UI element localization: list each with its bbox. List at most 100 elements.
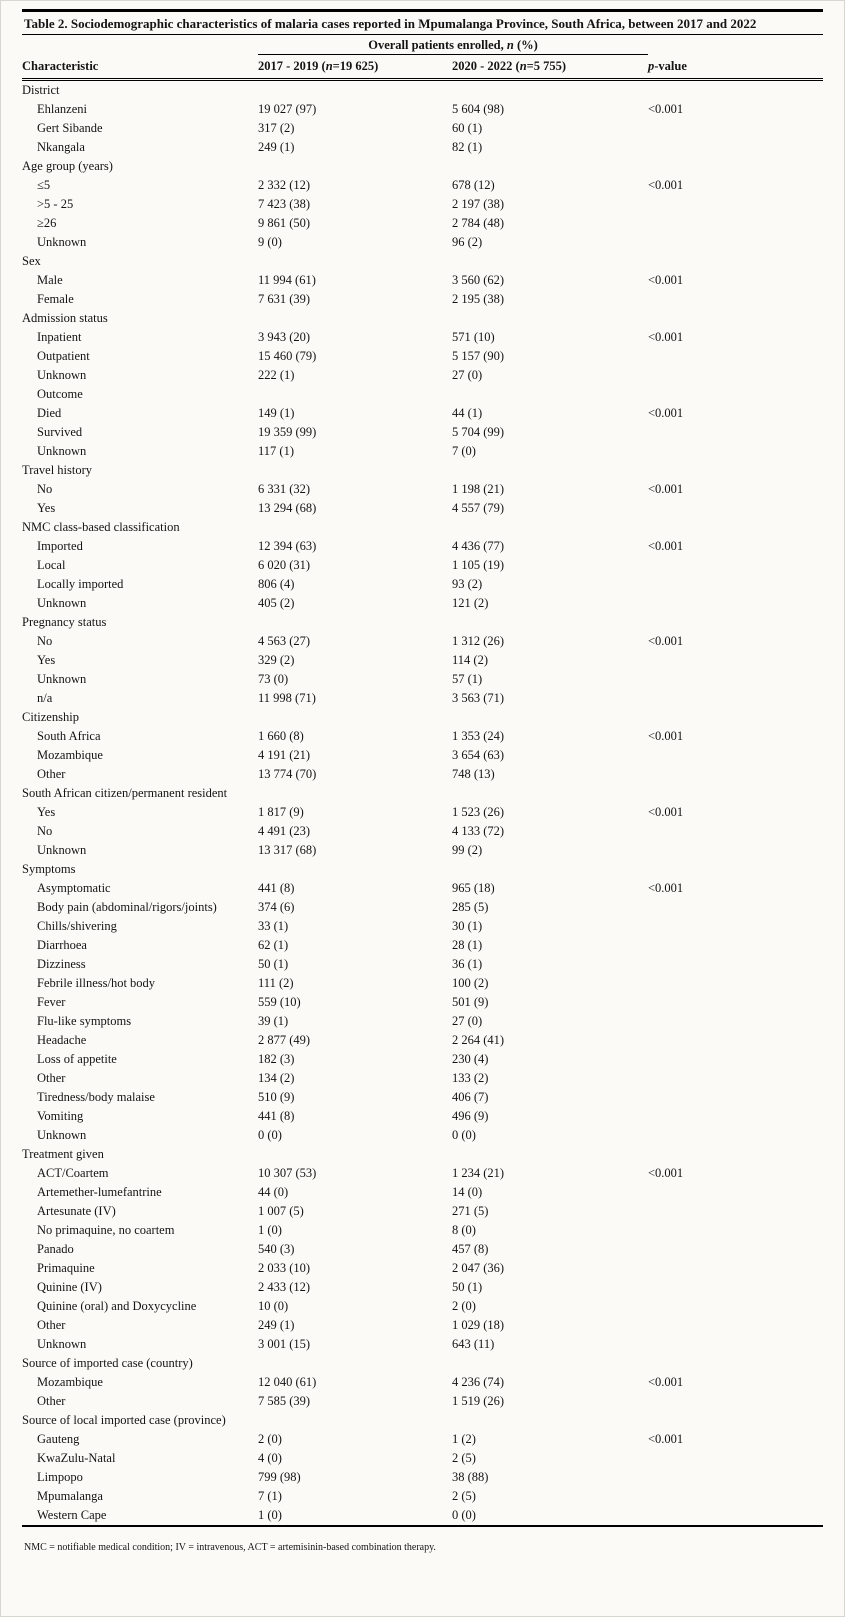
table-row: Other 13 774 (70) 748 (13) [22, 765, 823, 784]
table-footnote: NMC = notifiable medical condition; IV =… [24, 1542, 436, 1553]
value-2020-2022: 50 (1) [452, 1280, 483, 1294]
row-label: Survived [37, 425, 83, 439]
col2-n: n [519, 59, 527, 73]
span-header-n: n [506, 38, 514, 52]
table-row: Imported 12 394 (63) 4 436 (77) <0.001 [22, 537, 823, 556]
row-label: Unknown [37, 843, 87, 857]
table-row: Febrile illness/hot body 111 (2) 100 (2) [22, 974, 823, 993]
value-2017-2019: 50 (1) [258, 957, 289, 971]
value-2017-2019: 9 861 (50) [258, 216, 311, 230]
value-2017-2019: 3 001 (15) [258, 1337, 311, 1351]
value-2017-2019: 39 (1) [258, 1014, 289, 1028]
value-2017-2019: 12 040 (61) [258, 1375, 317, 1389]
value-2017-2019: 4 (0) [258, 1451, 282, 1465]
table-row: Dizziness 50 (1) 36 (1) [22, 955, 823, 974]
table-row: Yes 13 294 (68) 4 557 (79) [22, 499, 823, 518]
row-label: Died [37, 406, 62, 420]
row-label: Loss of appetite [37, 1052, 117, 1066]
p-value [648, 974, 823, 993]
row-label: Outpatient [37, 349, 90, 363]
row-label: Male [37, 273, 63, 287]
row-label: Ehlanzeni [37, 102, 87, 116]
row-label: Gauteng [37, 1432, 80, 1446]
column-header-2017-2019: 2017 - 2019 (n=19 625) [258, 54, 452, 81]
row-label: Artesunate (IV) [37, 1204, 116, 1218]
value-2020-2022: 4 236 (74) [452, 1375, 505, 1389]
value-2020-2022: 678 (12) [452, 178, 495, 192]
table-row: Panado 540 (3) 457 (8) [22, 1240, 823, 1259]
value-2020-2022: 100 (2) [452, 976, 489, 990]
table-row: No primaquine, no coartem 1 (0) 8 (0) [22, 1221, 823, 1240]
value-2020-2022: 14 (0) [452, 1185, 483, 1199]
value-2020-2022: 0 (0) [452, 1128, 476, 1142]
section-label: Travel history [22, 463, 93, 477]
table-row: n/a 11 998 (71) 3 563 (71) [22, 689, 823, 708]
p-value [648, 1297, 823, 1316]
table-row: Died 149 (1) 44 (1) <0.001 [22, 404, 823, 423]
p-value [648, 1468, 823, 1487]
table-row: Artemether-lumefantrine 44 (0) 14 (0) [22, 1183, 823, 1202]
value-2020-2022: 2 197 (38) [452, 197, 505, 211]
value-2020-2022: 285 (5) [452, 900, 489, 914]
table-row: Other 7 585 (39) 1 519 (26) [22, 1392, 823, 1411]
span-header-text: Overall patients enrolled, [368, 38, 507, 52]
value-2020-2022: 44 (1) [452, 406, 483, 420]
value-2017-2019: 10 (0) [258, 1299, 289, 1313]
row-label: Yes [37, 653, 56, 667]
row-label: n/a [37, 691, 53, 705]
value-2020-2022: 38 (88) [452, 1470, 489, 1484]
row-label: Headache [37, 1033, 87, 1047]
p-value: <0.001 [648, 406, 684, 420]
value-2017-2019: 19 359 (99) [258, 425, 317, 439]
section-label: South African citizen/permanent resident [22, 786, 228, 800]
value-2017-2019: 799 (98) [258, 1470, 301, 1484]
p-value [648, 594, 823, 613]
value-2017-2019: 806 (4) [258, 577, 295, 591]
value-2020-2022: 2 195 (38) [452, 292, 505, 306]
value-2020-2022: 5 704 (99) [452, 425, 505, 439]
value-2017-2019: 329 (2) [258, 653, 295, 667]
p-value: <0.001 [648, 729, 684, 743]
section-label: Pregnancy status [22, 615, 107, 629]
table-row: Unknown 405 (2) 121 (2) [22, 594, 823, 613]
value-2020-2022: 2 (5) [452, 1451, 476, 1465]
value-2020-2022 [452, 385, 648, 404]
table-row: No 4 491 (23) 4 133 (72) [22, 822, 823, 841]
value-2020-2022: 93 (2) [452, 577, 483, 591]
row-label: Other [37, 767, 66, 781]
spacer-cell [22, 35, 258, 55]
p-value: <0.001 [648, 1375, 684, 1389]
table-row: Quinine (IV) 2 433 (12) 50 (1) [22, 1278, 823, 1297]
section-label: Admission status [22, 311, 108, 325]
value-2017-2019: 2 433 (12) [258, 1280, 311, 1294]
value-2020-2022: 1 519 (26) [452, 1394, 505, 1408]
table-row: Male 11 994 (61) 3 560 (62) <0.001 [22, 271, 823, 290]
value-2017-2019: 559 (10) [258, 995, 301, 1009]
p-value: <0.001 [648, 482, 684, 496]
p-value [648, 138, 823, 157]
table-row: Gert Sibande 317 (2) 60 (1) [22, 119, 823, 138]
value-2017-2019: 9 (0) [258, 235, 282, 249]
value-2017-2019: 117 (1) [258, 444, 294, 458]
value-2020-2022: 96 (2) [452, 235, 483, 249]
value-2017-2019: 6 331 (32) [258, 482, 311, 496]
row-label: Artemether-lumefantrine [37, 1185, 162, 1199]
p-value [648, 1126, 823, 1145]
value-2017-2019: 3 943 (20) [258, 330, 311, 344]
row-label: Gert Sibande [37, 121, 103, 135]
value-2017-2019: 12 394 (63) [258, 539, 317, 553]
p-value [648, 1240, 823, 1259]
section-label: Age group (years) [22, 159, 113, 173]
value-2017-2019: 7 585 (39) [258, 1394, 311, 1408]
value-2020-2022: 27 (0) [452, 368, 483, 382]
value-2017-2019: 62 (1) [258, 938, 289, 952]
value-2020-2022: 965 (18) [452, 881, 495, 895]
value-2020-2022: 1 (2) [452, 1432, 476, 1446]
row-label: Unknown [37, 368, 87, 382]
value-2020-2022: 2 264 (41) [452, 1033, 505, 1047]
span-header-row: Overall patients enrolled, n (%) [22, 35, 823, 55]
value-2017-2019: 0 (0) [258, 1128, 282, 1142]
row-label: >5 - 25 [37, 197, 74, 211]
p-value [648, 1316, 823, 1335]
